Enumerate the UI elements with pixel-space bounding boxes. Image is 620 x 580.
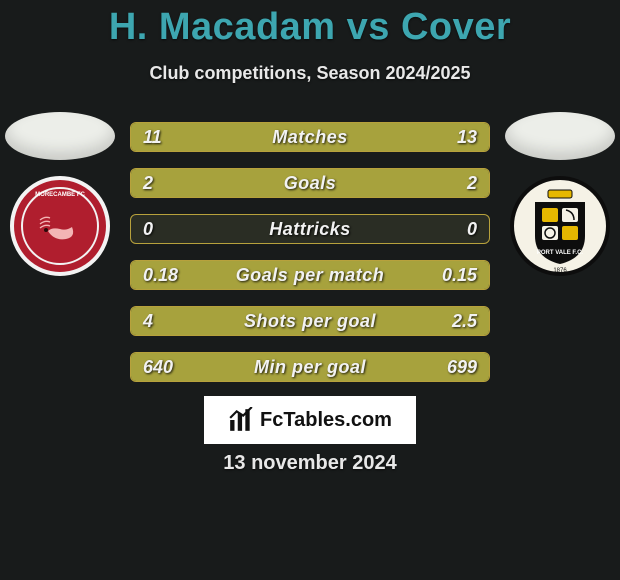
club-crest-right: PORT VALE F.C. 1876 <box>510 176 610 276</box>
svg-text:1876: 1876 <box>553 268 567 274</box>
club-crest-left: MORECAMBE FC <box>10 176 110 276</box>
stat-label: Goals per match <box>131 261 489 289</box>
stat-label: Hattricks <box>131 215 489 243</box>
subtitle: Club competitions, Season 2024/2025 <box>0 63 620 84</box>
player-left-photo <box>5 112 115 160</box>
page-title: H. Macadam vs Cover <box>0 0 620 49</box>
player-left-column: MORECAMBE FC <box>0 112 120 276</box>
stats-panel: 1113Matches 22Goals 00Hattricks 0.180.15Goa… <box>130 122 490 398</box>
player-right-column: PORT VALE F.C. 1876 <box>500 112 620 276</box>
stat-row: 22Goals <box>130 168 490 198</box>
stat-row: 0.180.15Goals per match <box>130 260 490 290</box>
svg-text:PORT VALE F.C.: PORT VALE F.C. <box>537 250 584 256</box>
player-right-photo <box>505 112 615 160</box>
stat-label: Min per goal <box>131 353 489 381</box>
stat-row: 42.5Shots per goal <box>130 306 490 336</box>
chart-icon <box>228 407 254 433</box>
fctables-text: FcTables.com <box>260 409 392 432</box>
stat-label: Shots per goal <box>131 307 489 335</box>
date-text: 13 november 2024 <box>0 452 620 475</box>
stat-label: Matches <box>131 123 489 151</box>
stat-row: 1113Matches <box>130 122 490 152</box>
fctables-badge: FcTables.com <box>204 396 416 444</box>
stat-label: Goals <box>131 169 489 197</box>
svg-text:MORECAMBE FC: MORECAMBE FC <box>35 192 85 198</box>
stat-row: 640699Min per goal <box>130 352 490 382</box>
stat-row: 00Hattricks <box>130 214 490 244</box>
